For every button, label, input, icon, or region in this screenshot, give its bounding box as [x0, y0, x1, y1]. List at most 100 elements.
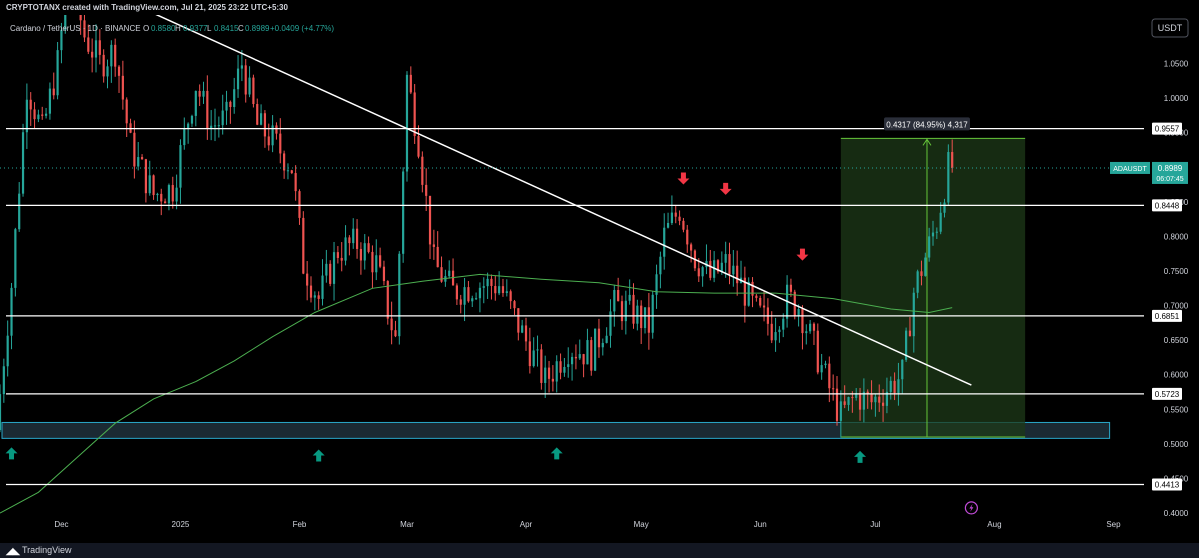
- candle-body: [379, 255, 382, 267]
- y-tick-label: 0.7500: [1164, 267, 1189, 276]
- candle-body: [809, 323, 812, 332]
- candle-body: [91, 51, 94, 58]
- candle-body: [294, 173, 297, 192]
- candle-body: [440, 267, 443, 282]
- candle-body: [309, 285, 313, 298]
- candle-body: [348, 237, 351, 244]
- level-price-badge: [1152, 122, 1182, 135]
- y-tick-label: 0.4000: [1164, 509, 1189, 518]
- candles-layer: [0, 0, 954, 438]
- candle-body: [678, 216, 681, 221]
- candle-body: [774, 332, 777, 341]
- candle-body: [601, 342, 604, 348]
- candle-body: [106, 66, 109, 77]
- chart-frame[interactable]: 1.05001.00000.95000.90000.85000.80000.75…: [0, 0, 1199, 543]
- candle-body: [336, 252, 339, 258]
- lightning-icon: [964, 501, 978, 515]
- ticker-badge: [1110, 161, 1150, 174]
- candle-body: [820, 365, 823, 373]
- moving-average-line: [0, 273, 953, 514]
- currency-button[interactable]: USDT: [1151, 18, 1189, 38]
- candle-body: [709, 260, 712, 278]
- candle-body: [102, 54, 105, 77]
- candle-body: [198, 90, 201, 97]
- candle-body: [866, 391, 869, 395]
- candle-body: [720, 262, 723, 272]
- candle-body: [206, 90, 209, 129]
- candle-body: [213, 125, 217, 127]
- countdown-label: 06:07:45: [1156, 176, 1183, 183]
- candle-body: [459, 299, 462, 305]
- candle-body: [463, 287, 466, 305]
- candle-body: [306, 273, 309, 286]
- candle-body: [413, 92, 416, 137]
- candle-body: [713, 260, 716, 278]
- candle-body: [509, 291, 512, 302]
- candle-body: [83, 20, 86, 38]
- candle-body: [467, 287, 470, 302]
- candle-body: [901, 359, 904, 380]
- down-arrow-icon: [677, 172, 690, 185]
- candle-body: [578, 354, 581, 359]
- candle-body: [778, 329, 781, 333]
- candle-body: [555, 361, 558, 382]
- candle-body: [724, 254, 727, 263]
- candle-body: [313, 295, 316, 298]
- legend-low: 0.8415: [214, 24, 239, 33]
- legend-c-label: C: [238, 24, 244, 33]
- candle-body: [409, 74, 412, 93]
- candle-body: [417, 136, 420, 157]
- candle-body: [924, 257, 927, 276]
- candle-body: [405, 74, 409, 172]
- candle-body: [275, 125, 278, 134]
- candle-body: [935, 231, 938, 233]
- y-tick-label: 1.0000: [1164, 94, 1189, 103]
- up-arrow-icon: [550, 447, 563, 460]
- candle-body: [536, 349, 539, 351]
- ticker-symbol: ADAUSDT: [1113, 166, 1147, 173]
- candle-body: [60, 29, 63, 51]
- candle-body: [244, 65, 247, 95]
- up-arrow-icon: [854, 450, 867, 463]
- candle-body: [329, 263, 332, 284]
- candle-body: [263, 113, 267, 137]
- candle-body: [79, 0, 82, 21]
- candle-body: [947, 152, 950, 203]
- up-arrow-icon: [5, 447, 18, 460]
- candle-body: [25, 99, 28, 133]
- candle-body: [256, 104, 259, 125]
- current-price-label: 0.8989: [1158, 164, 1183, 173]
- candle-body: [666, 222, 670, 228]
- candle-body: [402, 171, 405, 254]
- candle-body: [620, 301, 624, 322]
- candle-body: [513, 301, 516, 309]
- price-chart[interactable]: 1.05001.00000.95000.90000.85000.80000.75…: [0, 0, 1199, 543]
- candle-body: [674, 212, 677, 217]
- candle-body: [847, 397, 850, 405]
- candle-body: [290, 170, 293, 174]
- footer-bar: ◢◣ TradingView: [0, 543, 1199, 558]
- candle-body: [0, 394, 2, 431]
- candle-body: [394, 330, 397, 337]
- candle-body: [125, 99, 128, 124]
- candle-body: [217, 125, 220, 127]
- candle-body: [137, 157, 140, 167]
- y-tick-label: 0.7000: [1164, 302, 1189, 311]
- footer-brand[interactable]: TradingView: [22, 545, 72, 555]
- candle-body: [897, 379, 900, 393]
- candle-body: [233, 89, 236, 107]
- candle-body: [390, 318, 393, 331]
- candle-body: [202, 90, 205, 97]
- candle-body: [928, 236, 931, 258]
- candle-body: [617, 290, 620, 302]
- candle-body: [187, 123, 190, 129]
- x-tick-label: Sep: [1106, 520, 1121, 529]
- candle-body: [878, 396, 881, 403]
- candle-body: [425, 184, 428, 196]
- candle-body: [528, 341, 531, 367]
- candle-body: [858, 393, 862, 410]
- candle-body: [505, 291, 508, 293]
- candle-body: [2, 366, 5, 395]
- candle-body: [590, 340, 593, 371]
- candle-body: [152, 175, 155, 196]
